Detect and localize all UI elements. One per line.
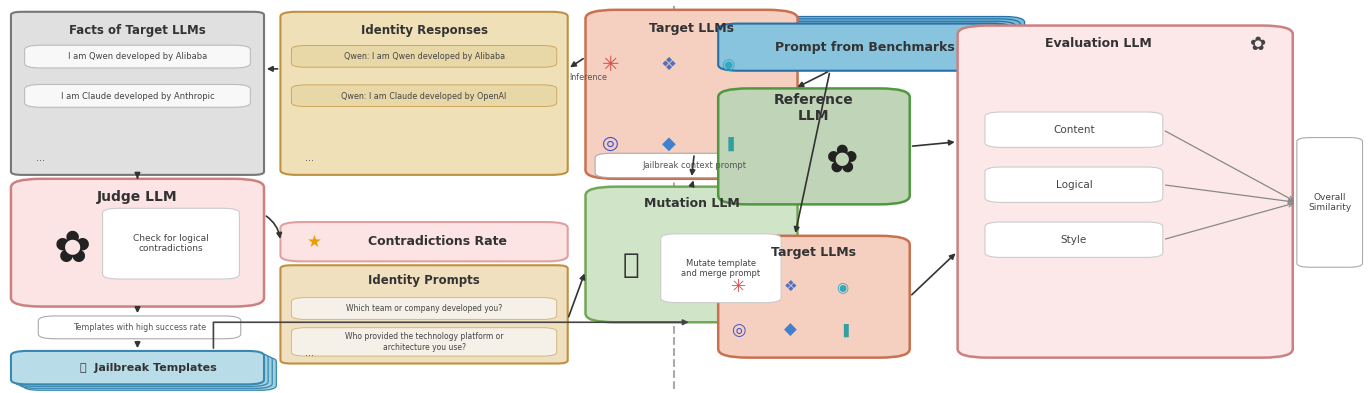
Text: ◉: ◉: [837, 280, 848, 294]
FancyBboxPatch shape: [11, 12, 264, 175]
Text: ◎: ◎: [732, 321, 746, 339]
FancyBboxPatch shape: [731, 17, 1025, 64]
Text: Contradictions Rate: Contradictions Rate: [368, 235, 508, 248]
Text: ▐: ▐: [837, 323, 848, 337]
Text: I am Claude developed by Anthropic: I am Claude developed by Anthropic: [60, 92, 215, 101]
FancyBboxPatch shape: [291, 46, 557, 67]
FancyBboxPatch shape: [985, 112, 1163, 147]
FancyBboxPatch shape: [718, 88, 910, 204]
FancyBboxPatch shape: [985, 167, 1163, 202]
FancyBboxPatch shape: [15, 353, 268, 386]
FancyBboxPatch shape: [718, 236, 910, 358]
Text: Check for logical
contradictions: Check for logical contradictions: [133, 234, 209, 253]
Text: Who provided the technology platform or
architecture you use?: Who provided the technology platform or …: [345, 332, 503, 352]
Text: ◉: ◉: [721, 57, 735, 72]
FancyBboxPatch shape: [958, 26, 1293, 358]
Text: Target LLMs: Target LLMs: [648, 22, 735, 35]
FancyBboxPatch shape: [19, 355, 272, 388]
Text: ❖: ❖: [784, 279, 798, 294]
Text: 🔒  Jailbreak Templates: 🔒 Jailbreak Templates: [81, 363, 216, 373]
Text: Inference: Inference: [569, 73, 607, 82]
Text: Mutate template
and merge prompt: Mutate template and merge prompt: [681, 259, 761, 278]
Text: ❖: ❖: [661, 56, 677, 74]
Text: Overall
Similarity: Overall Similarity: [1308, 193, 1352, 212]
FancyBboxPatch shape: [11, 351, 264, 384]
FancyBboxPatch shape: [280, 222, 568, 261]
Text: ...: ...: [305, 153, 315, 163]
FancyBboxPatch shape: [11, 179, 264, 307]
FancyBboxPatch shape: [23, 357, 276, 390]
Text: I am Qwen developed by Alibaba: I am Qwen developed by Alibaba: [68, 53, 207, 61]
FancyBboxPatch shape: [985, 222, 1163, 257]
Text: Jailbreak context prompt: Jailbreak context prompt: [642, 161, 747, 170]
FancyBboxPatch shape: [280, 12, 568, 175]
FancyBboxPatch shape: [25, 84, 250, 107]
Text: 🦙: 🦙: [622, 251, 639, 279]
Text: Mutation LLM: Mutation LLM: [644, 196, 739, 210]
Text: Evaluation LLM: Evaluation LLM: [1045, 37, 1152, 50]
Text: ✳: ✳: [731, 278, 747, 296]
Text: Templates with high success rate: Templates with high success rate: [73, 323, 207, 332]
Text: ◎: ◎: [602, 134, 618, 153]
Text: ✳: ✳: [602, 55, 618, 75]
FancyBboxPatch shape: [291, 298, 557, 319]
Text: Qwen: I am Claude developed by OpenAI: Qwen: I am Claude developed by OpenAI: [342, 92, 506, 101]
Text: ▐: ▐: [722, 136, 733, 151]
FancyBboxPatch shape: [726, 19, 1021, 66]
FancyBboxPatch shape: [38, 316, 241, 339]
Text: ◆: ◆: [662, 134, 676, 152]
FancyBboxPatch shape: [280, 265, 568, 364]
Text: ✿: ✿: [826, 141, 859, 179]
FancyBboxPatch shape: [291, 85, 557, 107]
Text: Style: Style: [1060, 235, 1088, 245]
Text: Facts of Target LLMs: Facts of Target LLMs: [70, 24, 205, 37]
Text: Judge LLM: Judge LLM: [97, 189, 178, 204]
FancyBboxPatch shape: [1297, 138, 1363, 267]
FancyBboxPatch shape: [25, 45, 250, 68]
FancyBboxPatch shape: [103, 208, 239, 279]
Text: ...: ...: [305, 347, 315, 358]
FancyBboxPatch shape: [722, 21, 1016, 68]
FancyBboxPatch shape: [586, 187, 798, 322]
FancyBboxPatch shape: [718, 24, 1012, 71]
FancyBboxPatch shape: [661, 234, 781, 303]
Text: ...: ...: [36, 153, 45, 163]
Text: ★: ★: [308, 233, 321, 251]
FancyBboxPatch shape: [586, 10, 798, 179]
Text: Qwen: I am Qwen developed by Alibaba: Qwen: I am Qwen developed by Alibaba: [343, 53, 505, 61]
Text: Which team or company developed you?: Which team or company developed you?: [346, 304, 502, 313]
FancyBboxPatch shape: [595, 153, 793, 178]
Text: Target LLMs: Target LLMs: [772, 246, 856, 259]
Text: ✿: ✿: [53, 228, 92, 270]
Text: Logical: Logical: [1056, 180, 1092, 190]
Text: Identity Responses: Identity Responses: [361, 24, 487, 37]
Text: ◆: ◆: [784, 321, 798, 339]
FancyBboxPatch shape: [291, 328, 557, 356]
Text: Identity Prompts: Identity Prompts: [368, 274, 480, 288]
Text: Prompt from Benchmarks: Prompt from Benchmarks: [776, 40, 955, 54]
Text: Reference
LLM: Reference LLM: [774, 93, 854, 123]
Text: ✿: ✿: [1250, 35, 1267, 54]
Text: Content: Content: [1053, 125, 1094, 135]
